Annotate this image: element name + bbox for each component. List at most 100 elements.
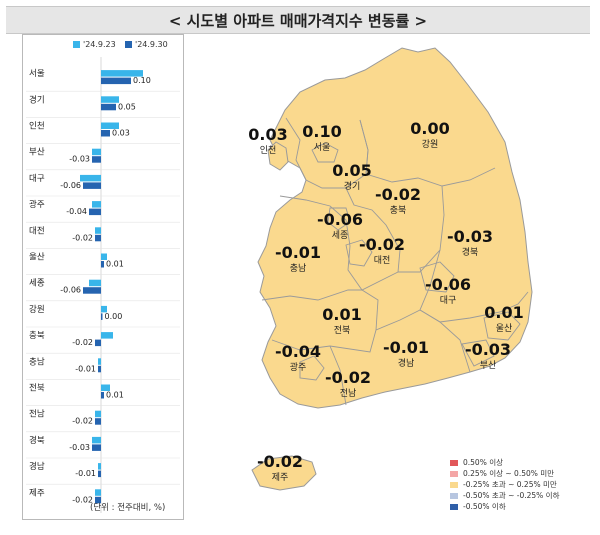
border-gangwon xyxy=(359,119,496,187)
bar-series-1 xyxy=(92,201,101,208)
category-label: 대전 xyxy=(29,225,45,236)
category-label: 경북 xyxy=(29,435,45,446)
border-daegu xyxy=(419,261,455,293)
bar-value-label: 0.01 xyxy=(106,260,124,269)
bar-value-label: -0.06 xyxy=(60,286,81,295)
bar-series-1 xyxy=(101,122,119,129)
category-label: 세종 xyxy=(29,279,45,289)
map-legend-row: 0.50% 이상 xyxy=(450,457,559,468)
bar-series-2 xyxy=(83,182,101,189)
jeju-shape xyxy=(251,455,317,491)
map-region-name: 전북 xyxy=(334,325,351,336)
bar-value-label: 0.01 xyxy=(106,391,124,400)
category-label: 부산 xyxy=(29,147,45,158)
bar-series-2 xyxy=(101,392,104,399)
map-region-name: 경북 xyxy=(462,246,479,258)
map-region-name: 전남 xyxy=(340,388,357,399)
map-legend-swatch xyxy=(450,459,458,466)
bar-value-label: -0.03 xyxy=(69,155,90,164)
category-label: 경기 xyxy=(29,94,45,105)
map-region-name: 부산 xyxy=(480,360,497,371)
map-region-name: 인천 xyxy=(260,145,277,156)
bar-series-1 xyxy=(101,70,143,77)
bar-value-label: -0.04 xyxy=(66,207,87,216)
legend-swatch-2 xyxy=(125,41,132,48)
bar-series-2 xyxy=(95,234,101,242)
map-region-value: -0.04 xyxy=(275,342,321,361)
category-label: 충북 xyxy=(29,331,45,341)
map-legend: 0.50% 이상 0.25% 이상 ~ 0.50% 미만 -0.25% 초과 ~… xyxy=(450,457,559,512)
bar-series-1 xyxy=(92,148,101,156)
map-legend-swatch xyxy=(450,481,458,488)
border-jeonbuk xyxy=(261,289,379,353)
map-legend-row: 0.25% 이상 ~ 0.50% 미만 xyxy=(450,468,559,479)
map-region-value: 0.01 xyxy=(322,305,361,324)
map-region-name: 제주 xyxy=(272,472,289,483)
bar-series-1 xyxy=(95,227,101,234)
bar-value-label: 0.03 xyxy=(112,129,130,138)
border-ulsan xyxy=(483,311,521,341)
map-region-name: 세종 xyxy=(332,230,349,241)
map-region-name: 서울 xyxy=(314,142,331,153)
bar-series-2 xyxy=(95,339,101,347)
bar-series-1 xyxy=(101,305,107,313)
map-region-value: 0.03 xyxy=(248,125,287,144)
map-legend-label: -0.50% 초과 ~ -0.25% 이하 xyxy=(463,491,560,500)
bar-value-label: 0.00 xyxy=(105,312,123,321)
map-region-value: -0.01 xyxy=(275,243,321,262)
bar-series-2 xyxy=(92,156,101,163)
bar-value-label: -0.06 xyxy=(60,181,81,190)
bar-series-2 xyxy=(98,470,101,478)
bar-value-label: 0.05 xyxy=(118,102,136,111)
map-legend-label: -0.50% 이하 xyxy=(463,502,506,511)
chart-title: < 시도별 아파트 매매가격지수 변동률 > xyxy=(6,6,590,34)
border-busan xyxy=(461,339,495,367)
map-region-name: 충북 xyxy=(390,205,407,216)
bar-series-2 xyxy=(101,130,110,137)
category-label: 전남 xyxy=(29,409,45,420)
border-daejeon xyxy=(345,239,373,267)
bar-series-1 xyxy=(101,253,107,260)
map-region-value: -0.02 xyxy=(359,235,405,254)
bar-series-2 xyxy=(101,77,131,85)
map-legend-row: -0.50% 초과 ~ -0.25% 이하 xyxy=(450,490,559,501)
category-label: 광주 xyxy=(29,199,45,210)
bar-series-2 xyxy=(98,365,101,373)
category-label: 제주 xyxy=(29,488,45,498)
bar-series-1 xyxy=(89,279,101,287)
category-label: 강원 xyxy=(29,304,45,315)
map-legend-swatch xyxy=(450,492,458,499)
bar-series-2 xyxy=(92,444,101,451)
map-region-name: 경남 xyxy=(398,357,415,369)
map-region-name: 대구 xyxy=(440,295,457,306)
mainland-shape xyxy=(257,47,533,409)
map-region-name: 대전 xyxy=(374,255,391,266)
map-region-value: -0.06 xyxy=(317,210,363,229)
map-region-name: 울산 xyxy=(496,323,513,334)
map-legend-swatch xyxy=(450,503,458,510)
map-region-value: -0.01 xyxy=(383,338,429,357)
bar-value-label: -0.02 xyxy=(72,338,93,347)
map-region-value: 0.05 xyxy=(332,161,371,180)
bar-series-1 xyxy=(95,489,101,496)
border-gyeongnam xyxy=(375,309,471,373)
bar-series-2 xyxy=(95,496,101,504)
unit-note: (단위 : 전주대비, %) xyxy=(90,503,166,513)
map-region-value: 0.00 xyxy=(410,119,449,138)
legend-series-2: '24.9.30 xyxy=(125,40,168,49)
border-chungnam xyxy=(279,195,399,291)
bar-series-1 xyxy=(101,384,110,391)
map-region-value: -0.03 xyxy=(447,227,493,246)
bar-value-label: -0.02 xyxy=(72,495,93,504)
map-region-value: -0.02 xyxy=(325,368,371,387)
category-label: 충남 xyxy=(29,357,45,367)
map-region-value: -0.03 xyxy=(465,340,511,359)
bar-value-label: -0.03 xyxy=(69,443,90,452)
legend-label-2: '24.9.30 xyxy=(135,40,168,49)
legend-label-1: '24.9.23 xyxy=(83,40,116,49)
bar-series-1 xyxy=(95,410,101,418)
map-borders xyxy=(261,117,529,406)
bar-series-1 xyxy=(98,463,101,470)
legend-swatch-1 xyxy=(73,41,80,48)
map-region-value: 0.01 xyxy=(484,303,523,322)
